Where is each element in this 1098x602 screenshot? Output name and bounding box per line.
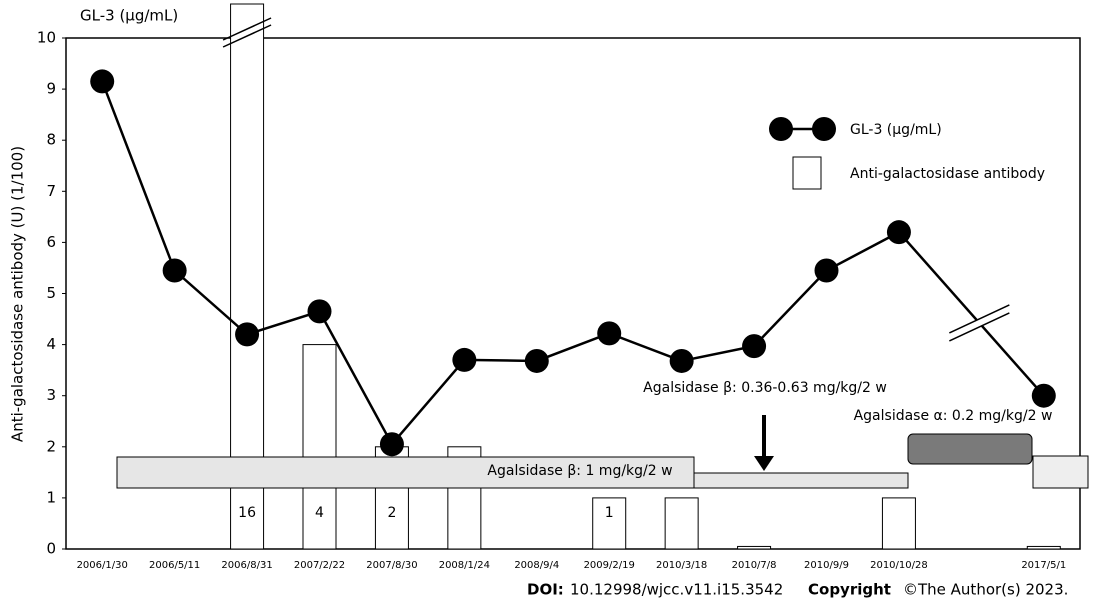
treatment-band xyxy=(907,433,1033,465)
data-label: 16 xyxy=(238,505,256,521)
y-tick-label: 6 xyxy=(46,233,56,251)
point xyxy=(379,432,404,457)
y-tick-label: 2 xyxy=(46,437,56,455)
point xyxy=(1031,383,1056,408)
y-tick-label: 1 xyxy=(46,488,56,506)
legend-swatch xyxy=(792,156,822,190)
bar xyxy=(737,545,772,550)
legend-marker xyxy=(812,117,836,141)
x-tick-label: 2006/1/30 xyxy=(77,560,128,571)
bar xyxy=(1026,545,1061,550)
axis-break xyxy=(222,24,272,48)
y-tick-label: 8 xyxy=(46,131,56,149)
point xyxy=(235,322,260,347)
y-tick-label: 0 xyxy=(46,540,56,558)
point xyxy=(669,348,694,373)
point xyxy=(307,299,332,324)
footer-label: DOI: xyxy=(527,581,564,599)
point xyxy=(886,220,911,245)
point xyxy=(524,348,549,373)
point xyxy=(162,258,187,283)
y-tick-label: 10 xyxy=(37,29,56,47)
legend-label: Anti-galactosidase antibody xyxy=(850,166,1045,182)
x-tick-label: 2006/8/31 xyxy=(221,560,272,571)
x-tick-label: 2017/5/1 xyxy=(1021,560,1066,571)
break-connector xyxy=(897,231,1045,397)
annotation: Agalsidase α: 0.2 mg/kg/2 w xyxy=(854,408,1053,424)
arrow-head xyxy=(754,456,774,471)
treatment-band xyxy=(693,472,909,489)
axis-break xyxy=(222,17,272,41)
legend-label: GL-3 (μg/mL) xyxy=(850,122,942,138)
point xyxy=(597,321,622,346)
x-tick-label: 2009/2/19 xyxy=(584,560,635,571)
y-tick-label: 9 xyxy=(46,80,56,98)
y-tick-label: 7 xyxy=(46,182,56,200)
bar xyxy=(881,497,916,550)
x-tick-label: 2006/5/11 xyxy=(149,560,200,571)
x-tick-label: 2010/3/18 xyxy=(656,560,707,571)
x-tick-label: 2010/10/28 xyxy=(870,560,928,571)
x-tick-label: 2008/9/4 xyxy=(514,560,559,571)
y-tick-label: 5 xyxy=(46,284,56,302)
axis-break xyxy=(949,312,1010,342)
data-label: 1 xyxy=(605,505,614,521)
point xyxy=(452,347,477,372)
y-tick-label: 3 xyxy=(46,386,56,404)
annotation: Agalsidase β: 1 mg/kg/2 w xyxy=(487,463,672,479)
treatment-band xyxy=(1032,455,1089,489)
legend-marker xyxy=(769,117,793,141)
point xyxy=(90,69,115,94)
x-tick-label: 2010/9/9 xyxy=(804,560,849,571)
footer-text: 10.12998/wjcc.v11.i15.3542 xyxy=(570,581,783,599)
x-tick-label: 2007/8/30 xyxy=(366,560,417,571)
bar xyxy=(664,497,699,550)
x-tick-label: 2007/2/22 xyxy=(294,560,345,571)
break-gap xyxy=(970,315,989,330)
point xyxy=(742,334,767,359)
bar xyxy=(302,344,337,550)
x-tick-label: 2008/1/24 xyxy=(439,560,490,571)
footer-text: ©The Author(s) 2023. xyxy=(903,581,1068,599)
point xyxy=(814,258,839,283)
axis-break xyxy=(949,304,1010,334)
y-axis-label: Anti-galactosidase antibody (U) (1/100) xyxy=(9,146,27,442)
treatment-band xyxy=(116,456,695,489)
chart-title: GL-3 (μg/mL) xyxy=(80,7,178,25)
footer-label: Copyright xyxy=(808,581,891,599)
data-label: 2 xyxy=(387,505,396,521)
x-tick-label: 2010/7/8 xyxy=(732,560,777,571)
data-label: 4 xyxy=(315,505,324,521)
bar xyxy=(592,497,627,550)
y-tick-label: 4 xyxy=(46,335,56,353)
annotation: Agalsidase β: 0.36-0.63 mg/kg/2 w xyxy=(643,380,887,396)
